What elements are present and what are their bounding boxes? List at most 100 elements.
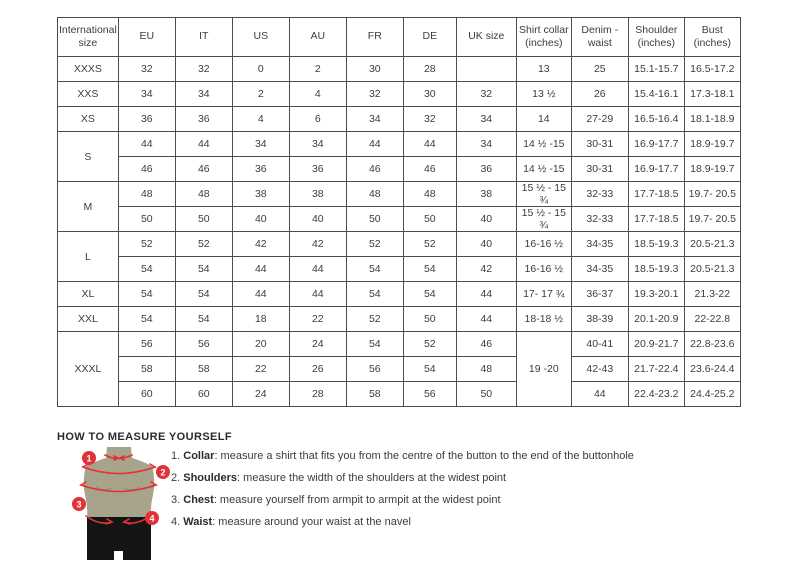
size-cell: 44 xyxy=(345,131,404,157)
size-cell: 54 xyxy=(117,306,176,332)
size-cell: 20.9-21.7 xyxy=(627,331,685,357)
size-cell: 24 xyxy=(288,331,347,357)
size-cell: 52 xyxy=(174,231,233,257)
mannequin-illustration-svg: 1 2 3 4 xyxy=(72,447,170,560)
size-cell: 25 xyxy=(570,56,629,82)
step-text: : measure the width of the shoulders at … xyxy=(237,472,507,484)
size-cell: 24.4-25.2 xyxy=(683,381,741,407)
size-cell: 34 xyxy=(455,106,517,132)
mannequin-shorts xyxy=(87,517,151,560)
size-cell: 32 xyxy=(455,81,517,107)
column-header: International size xyxy=(57,17,119,57)
size-cell: 34 xyxy=(288,131,347,157)
size-cell: 52 xyxy=(402,331,457,357)
column-header: FR xyxy=(345,17,404,57)
step-label: Collar xyxy=(183,450,215,462)
size-cell: 44 xyxy=(288,256,347,282)
size-cell: 2 xyxy=(231,81,290,107)
size-cell: 42 xyxy=(455,256,517,282)
size-cell: 19 -20 xyxy=(515,331,572,407)
svg-text:1: 1 xyxy=(86,454,91,464)
column-header: Bust (inches) xyxy=(683,17,741,57)
intl-size-cell: XXXS xyxy=(57,56,119,82)
badge-1: 1 xyxy=(82,451,96,465)
size-cell: 20.1-20.9 xyxy=(627,306,685,332)
size-cell: 58 xyxy=(174,356,233,382)
size-cell: 16.9-17.7 xyxy=(627,156,685,182)
size-cell: 60 xyxy=(117,381,176,407)
size-cell: 40 xyxy=(455,231,517,257)
size-cell: 42-43 xyxy=(570,356,629,382)
size-cell: 48 xyxy=(345,181,404,207)
table-row: XXXL 56 56 20 24 54 52 46 19 -20 40-41 20.9-21.7 22… xyxy=(57,331,741,407)
size-cell: 52 xyxy=(117,231,176,257)
step-label: Waist xyxy=(183,516,213,528)
size-cell: 44 xyxy=(570,381,629,407)
size-cell: 28 xyxy=(402,56,457,82)
chest-measure-arrow xyxy=(80,484,157,493)
size-cell: 30-31 xyxy=(570,156,629,182)
column-header: Shoulder (inches) xyxy=(627,17,685,57)
size-cell: 54 xyxy=(402,281,457,307)
size-cell: 32-33 xyxy=(570,206,629,232)
size-cell: 14 xyxy=(515,106,572,132)
measure-step-shoulders: 2. Shoulders: measure the width of the s… xyxy=(171,472,634,484)
size-cell: 21.3-22 xyxy=(683,281,741,307)
mannequin-torso xyxy=(83,447,155,521)
size-cell: 13 ½ xyxy=(515,81,572,107)
size-cell: 36 xyxy=(288,156,347,182)
size-cell: 48 xyxy=(117,181,176,207)
size-cell: 18.9-19.7 xyxy=(683,156,741,182)
table-row: M 48 48 38 38 48 48 38 15 ½ - 15 ¾ 32-33 17.7-18.5… xyxy=(57,181,741,232)
badge-4: 4 xyxy=(145,511,159,525)
size-cell: 20.5-21.3 xyxy=(683,231,741,257)
size-cell: 22.4-23.2 xyxy=(627,381,685,407)
size-cell: 4 xyxy=(231,106,290,132)
size-cell: 17.7-18.5 xyxy=(627,181,685,207)
size-cell: 46 xyxy=(117,156,176,182)
size-cell: 44 xyxy=(455,306,517,332)
measure-step-waist: 4. Waist: measure around your waist at t… xyxy=(171,516,634,528)
size-cell: 15.1-15.7 xyxy=(627,56,685,82)
size-cell: 27-29 xyxy=(570,106,629,132)
size-cell: 38-39 xyxy=(570,306,629,332)
step-number: 2. xyxy=(171,472,181,484)
size-cell: 28 xyxy=(288,381,347,407)
size-cell xyxy=(455,56,517,82)
column-header: EU xyxy=(117,17,176,57)
size-cell: 54 xyxy=(174,256,233,282)
size-cell: 44 xyxy=(455,281,517,307)
svg-text:3: 3 xyxy=(76,500,81,510)
size-cell: 18.5-19.3 xyxy=(627,231,685,257)
table-row: XXXS 32 32 0 2 30 28 13 25 15.1-15.7 16.5-17.2 xyxy=(57,56,741,82)
size-cell: 50 xyxy=(402,206,457,232)
size-cell: 32 xyxy=(402,106,457,132)
size-cell: 54 xyxy=(345,256,404,282)
step-label: Chest xyxy=(183,494,214,506)
column-header: DE xyxy=(402,17,457,57)
size-cell: 50 xyxy=(455,381,517,407)
size-cell: 40 xyxy=(288,206,347,232)
size-cell: 58 xyxy=(117,356,176,382)
size-cell: 36-37 xyxy=(570,281,629,307)
size-cell: 22 xyxy=(231,356,290,382)
size-cell: 30 xyxy=(345,56,404,82)
column-header: Denim - waist xyxy=(570,17,629,57)
size-cell: 34-35 xyxy=(570,231,629,257)
size-cell: 56 xyxy=(345,356,404,382)
step-text: : measure a shirt that fits you from the… xyxy=(214,450,634,462)
svg-text:4: 4 xyxy=(149,514,154,524)
size-cell: 18.5-19.3 xyxy=(627,256,685,282)
size-cell: 16-16 ½ xyxy=(515,231,572,257)
size-cell: 14 ½ -15 xyxy=(515,156,572,182)
size-cell: 24 xyxy=(231,381,290,407)
intl-size-cell: XL xyxy=(57,281,119,307)
size-cell: 34 xyxy=(455,131,517,157)
size-cell: 46 xyxy=(345,156,404,182)
size-cell: 23.6-24.4 xyxy=(683,356,741,382)
size-cell: 56 xyxy=(117,331,176,357)
size-cell: 36 xyxy=(174,106,233,132)
table-row: 50 50 40 40 50 50 40 15 ½ - 15 ¾ 32-33 17.7-18.5 1… xyxy=(58,206,741,232)
size-cell: 4 xyxy=(288,81,347,107)
size-cell: 21.7-22.4 xyxy=(627,356,685,382)
